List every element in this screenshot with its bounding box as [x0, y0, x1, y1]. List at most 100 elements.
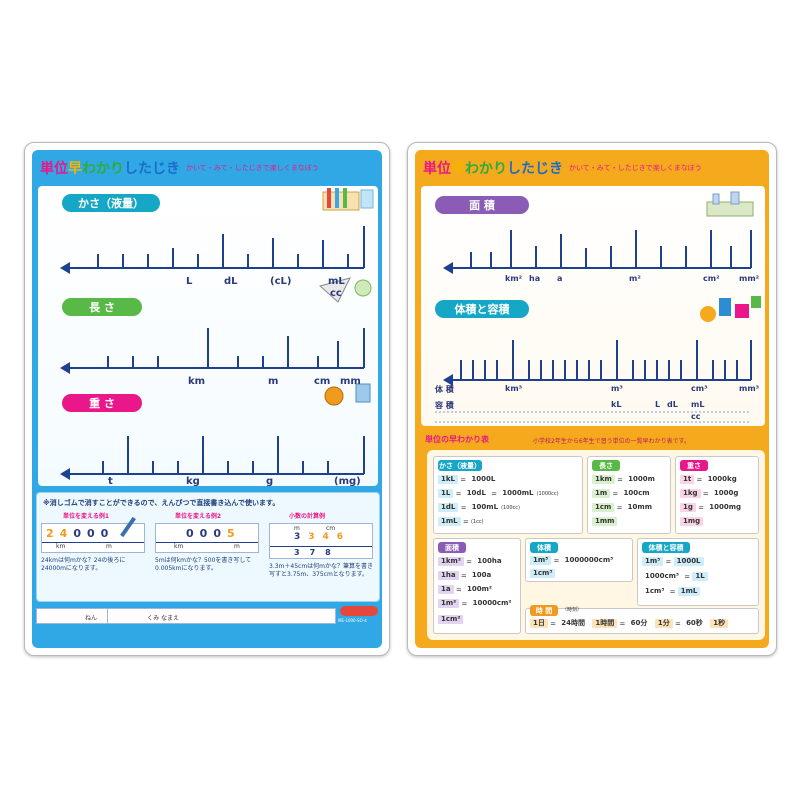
- volume-row1-name: 体 積: [435, 385, 454, 394]
- ex3-unit-m: m: [294, 525, 300, 532]
- product-code: ME-1000-SO-4: [338, 618, 367, 623]
- ex2-note1: 5mは何kmかな？500を書き写して: [155, 557, 252, 564]
- nen-label: ねん: [85, 615, 98, 622]
- unit-L2: L: [655, 400, 661, 409]
- menseki-row-5: 1cm²: [438, 615, 464, 624]
- taiseki-yoseki-box: 体積と容積 1m³ = 1000L 1000cm³ = 1L 1cm³ = 1m…: [637, 538, 759, 606]
- kumi-label: くみ: [147, 615, 160, 622]
- unit-t: t: [108, 476, 113, 487]
- menseki-box: 面積 1km² = 100ha 1ha = 100a 1a = 100m² 1m…: [433, 538, 521, 634]
- unit-dL: dL: [224, 276, 238, 287]
- pencil-icon: [120, 516, 136, 538]
- ex1-title: 単位を変える例1: [63, 513, 109, 520]
- table-sub: 小学校2年生から6年生で習う単位の一覧早わかり表です。: [533, 438, 691, 445]
- ty-row-2: 1000cm³ = 1L: [642, 572, 708, 581]
- kasa-row-1: 1kL = 1000L: [438, 475, 498, 484]
- volume-guide-lines: [435, 411, 751, 423]
- left-scale-panel: かさ（液量） L dL (cL) mL cc 長 さ km m cm mm 重 …: [38, 186, 378, 487]
- kasa-scale: [60, 226, 365, 274]
- taiseki-yoseki-header: 体積と容積: [642, 542, 690, 553]
- taiseki-header: 体積: [530, 542, 558, 553]
- ex2-title: 単位を変える例2: [175, 513, 221, 520]
- jikan-row: 1日 = 24時間 1時間 = 60分 1分 = 60秒 1秒: [530, 619, 729, 628]
- menseki-row-2: 1ha = 100a: [438, 571, 494, 580]
- unit-mg: (mg): [334, 476, 361, 487]
- right-title: 単位早わかりしたじき かいて・みて・したじきで楽しくまなぼう: [423, 154, 702, 182]
- nagasa-row-3: 1cm = 10mm: [592, 503, 655, 512]
- unit-L: L: [186, 276, 193, 287]
- ex3-unit-cm: cm: [326, 525, 336, 532]
- unit-km3: km³: [505, 384, 523, 393]
- volume-row2-name: 容 積: [435, 401, 454, 410]
- namae-label: なまえ: [161, 615, 180, 622]
- kasa-label: かさ（液量）: [62, 194, 160, 212]
- volume-label: 体積と容積: [435, 300, 529, 318]
- right-scale-panel: 面 積 km² ha a m² cm² mm² 体積と容積 体 積 容 積 km…: [421, 186, 765, 426]
- ex1-unit-km: km: [56, 543, 66, 550]
- ex2-unit-km: km: [174, 543, 184, 550]
- unit-cm: cm: [314, 376, 331, 387]
- taiseki-box: 体積 1m³ = 1000000cm³ 1cm³: [525, 538, 633, 582]
- beaker-icon: [322, 188, 374, 211]
- unit-m: m: [268, 376, 279, 387]
- omosa-label: 重 さ: [62, 394, 142, 412]
- card-right: 単位早わかりしたじき かいて・みて・したじきで楽しくまなぼう: [407, 142, 777, 656]
- blocks-icon: [700, 296, 761, 322]
- unit-cc: cc: [330, 288, 342, 299]
- jikan-sub: （時刻）: [562, 607, 583, 613]
- unit-mm: mm: [340, 376, 361, 387]
- omosa-header: 重さ: [680, 460, 708, 471]
- omosa-row-4: 1mg: [680, 517, 704, 526]
- left-title: 単位早わかりしたじき かいて・みて・したじきで楽しくまなぼう: [40, 154, 319, 182]
- right-scales-svg: [435, 191, 761, 423]
- left-example-panel: ※消しゴムで消すことができるので、えんぴつで直接書き込んで使います。 単位を変え…: [36, 492, 380, 602]
- ty-row-3: 1cm³ = 1mL: [642, 587, 701, 596]
- unit-kL: kL: [611, 400, 622, 409]
- menseki-header: 面積: [438, 542, 466, 553]
- instruction-text: ※消しゴムで消すことができるので、えんぴつで直接書き込んで使います。: [43, 499, 280, 507]
- taiseki-row-1: 1m³ = 1000000cm³: [530, 556, 616, 565]
- nagasa-header: 長さ: [592, 460, 620, 471]
- area-scale: [443, 230, 752, 274]
- unit-km2: km²: [505, 274, 523, 283]
- menseki-row-4: 1m² = 10000cm²: [438, 599, 514, 608]
- table-title: 単位の早わかり表: [425, 435, 489, 444]
- nagasa-row-4: 1mm: [592, 517, 618, 526]
- unit-mL2: mL: [691, 400, 705, 409]
- ty-row-1: 1m³ = 1000L: [642, 557, 704, 566]
- unit-cm3: cm³: [691, 384, 708, 393]
- unit-cc2: cc: [691, 412, 701, 421]
- ex3-note2: 写すと3.75m、375cmとなります。: [269, 571, 369, 578]
- ex2-note2: 0.005kmになります。: [155, 565, 217, 572]
- unit-ha: ha: [529, 274, 541, 283]
- unit-m2: m²: [629, 274, 641, 283]
- jikan-box: 時 間 （時刻） 1日 = 24時間 1時間 = 60分 1分 = 60秒 1秒: [525, 605, 759, 634]
- nagasa-row-1: 1km = 1000m: [592, 475, 658, 484]
- unit-km: km: [188, 376, 206, 387]
- ex3-title: 小数の計算例: [289, 513, 326, 520]
- unit-cL: (cL): [270, 276, 292, 287]
- area-label: 面 積: [435, 196, 529, 214]
- left-title-sub: かいて・みて・したじきで楽しくまなぼう: [186, 164, 319, 172]
- omosa-row-3: 1g = 1000mg: [680, 503, 744, 512]
- unit-dL2: dL: [667, 400, 678, 409]
- left-frame: 単位早わかりしたじき かいて・みて・したじきで楽しくまなぼう: [32, 150, 382, 648]
- omosa-row-1: 1t = 1000kg: [680, 475, 740, 484]
- card-left: 単位早わかりしたじき かいて・みて・したじきで楽しくまなぼう: [24, 142, 390, 656]
- unit-m3: m³: [611, 384, 623, 393]
- unit-table-panel: かさ（液量） 1kL = 1000L 1L = 10dL = 1000mL (10…: [427, 450, 765, 640]
- kasa-header: かさ（液量）: [438, 460, 482, 471]
- right-title-main: 単位早わかりしたじき: [423, 161, 563, 177]
- unit-mm3: mm³: [739, 384, 760, 393]
- name-row[interactable]: ねん くみ なまえ: [36, 608, 336, 624]
- unit-cm2: cm²: [703, 274, 720, 283]
- taiseki-row-2: 1cm³: [530, 569, 556, 578]
- left-title-main: 単位早わかりしたじき: [40, 161, 180, 177]
- kasa-box: かさ（液量） 1kL = 1000L 1L = 10dL = 1000mL (10…: [433, 456, 583, 534]
